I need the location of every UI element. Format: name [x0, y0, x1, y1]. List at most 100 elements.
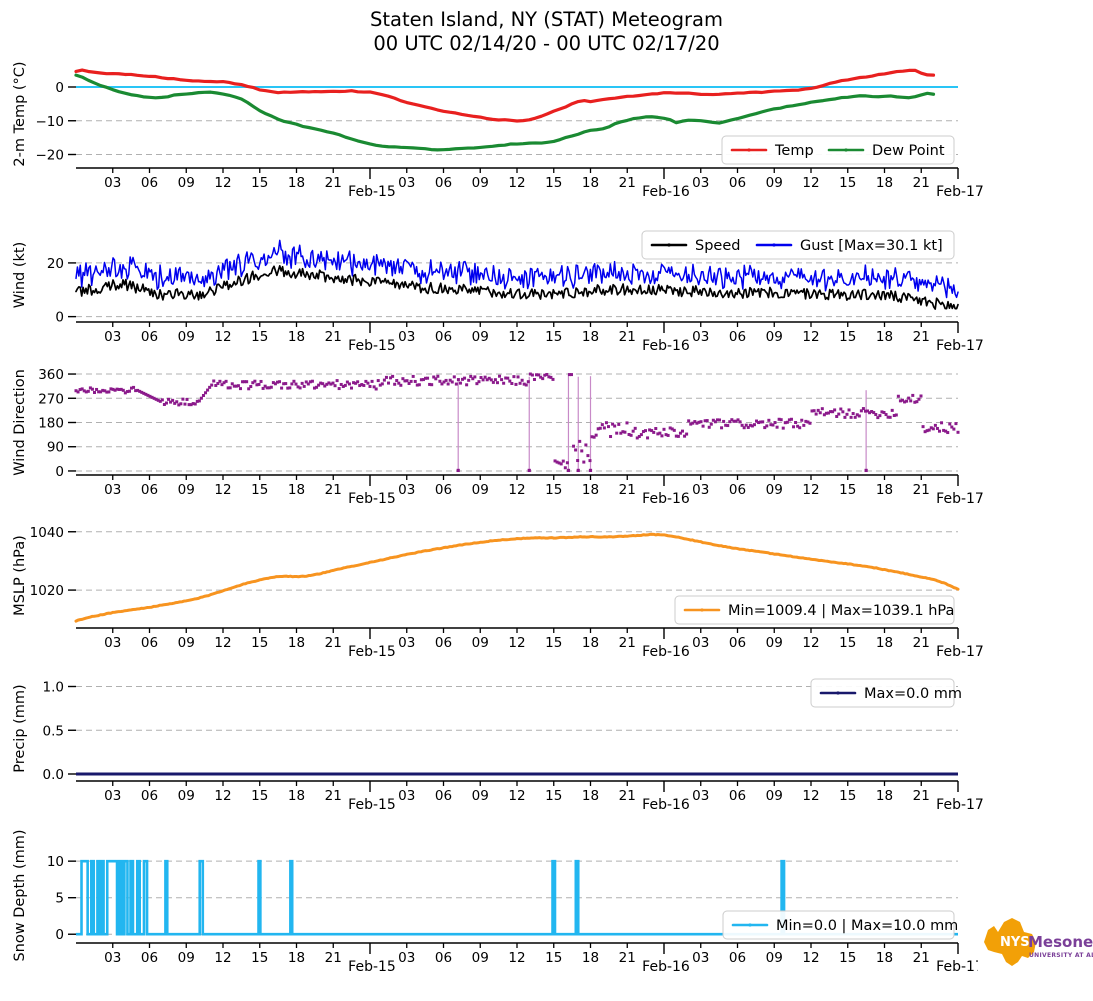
- wind-direction-point: [352, 381, 356, 385]
- wind-direction-point: [356, 380, 360, 384]
- wind-direction-point: [84, 390, 88, 394]
- wind-direction-point: [687, 419, 691, 423]
- wind-xtick-label: 09: [472, 329, 489, 345]
- wind-direction-point: [818, 411, 822, 415]
- snow-depth-series: [76, 859, 958, 936]
- temperature-ytick-label: −20: [36, 148, 65, 164]
- wind-direction-point: [530, 373, 534, 377]
- wind-direction-point: [826, 411, 830, 415]
- wind-direction-point: [810, 409, 814, 413]
- wind-direction-point: [578, 439, 582, 443]
- wind-direction-point: [816, 408, 820, 412]
- wind-direction-point: [709, 422, 713, 426]
- wind-direction-point: [944, 429, 948, 433]
- wind-direction-point: [391, 374, 395, 378]
- wind-direction-point: [127, 389, 131, 393]
- wind-direction-point: [728, 420, 732, 424]
- wind-direction-point: [650, 429, 654, 433]
- snow_depth-legend-box: [722, 910, 955, 940]
- wind-direction-point: [255, 383, 259, 387]
- wind-direction-point: [635, 436, 639, 440]
- wind-direction-point: [210, 383, 214, 387]
- wind-direction-point: [226, 386, 230, 390]
- wind-direction-point: [436, 374, 440, 378]
- wind-direction-point: [82, 389, 86, 393]
- precip-xtick-label: 15: [839, 788, 856, 804]
- wind_direction-xtick-label: 18: [876, 482, 893, 498]
- wind-xtick-label: 03: [398, 329, 415, 345]
- panel-snow-depth: 0 5 10 Snow Depth (mm) 03 06 09 12 15 18 21 03 06 09 1…: [12, 829, 984, 975]
- temperature-legend-label: Dew Point: [872, 143, 945, 159]
- wind-direction-point: [349, 386, 353, 390]
- precip-xtick-label: 06: [435, 788, 452, 804]
- wind-direction-point: [767, 418, 771, 422]
- temperature-xtick-label: 06: [435, 175, 452, 191]
- wind-direction-point: [898, 399, 902, 403]
- wind-direction-point: [263, 384, 267, 388]
- precip-xtick-label: 21: [325, 788, 342, 804]
- wind_direction-xtick-label: 03: [692, 482, 709, 498]
- wind-direction-point: [734, 419, 738, 423]
- wind-direction-point: [890, 408, 894, 412]
- wind-direction-point: [292, 379, 296, 383]
- wind-direction-point: [876, 416, 880, 420]
- mslp-day-label: Feb-16: [642, 644, 690, 660]
- mslp-day-label: Feb-15: [348, 644, 396, 660]
- wind-direction-point: [152, 396, 156, 400]
- wind-direction-point: [409, 379, 413, 383]
- wind-direction-point: [804, 419, 808, 423]
- wind-direction-point: [257, 382, 261, 386]
- wind-direction-point: [477, 380, 481, 384]
- wind-direction-point: [487, 376, 491, 380]
- wind-direction-point: [144, 392, 148, 396]
- wind-day-label: Feb-15: [348, 338, 396, 354]
- precip-xtick-label: 15: [545, 788, 562, 804]
- temperature-day-label: Feb-15: [348, 184, 396, 200]
- mslp-xtick-label: 18: [876, 635, 893, 651]
- wind-direction-point: [524, 383, 528, 387]
- wind-direction-point: [458, 381, 462, 385]
- wind-direction-point: [779, 418, 783, 422]
- precip-xtick-label: 18: [288, 788, 305, 804]
- wind-direction-point: [206, 388, 210, 392]
- wind-direction-point: [527, 468, 531, 473]
- wind-direction-point: [199, 396, 203, 400]
- wind-direction-point: [672, 428, 676, 432]
- temperature-xtick-label: 18: [582, 175, 599, 191]
- temperature-xtick-label: 18: [876, 175, 893, 191]
- wind-direction-point: [463, 376, 467, 380]
- wind-direction-point: [294, 382, 298, 386]
- wind-xtick-label: 15: [839, 329, 856, 345]
- mslp-xtick-label: 12: [508, 635, 525, 651]
- wind-direction-point: [456, 468, 460, 473]
- wind-xtick-label: 06: [729, 329, 746, 345]
- wind-direction-point: [923, 430, 927, 434]
- wind-direction-point: [234, 384, 238, 388]
- wind-direction-point: [366, 381, 370, 385]
- wind-direction-point: [933, 423, 937, 427]
- wind-direction-point: [500, 378, 504, 382]
- logo-nys-text: NYS: [1000, 935, 1030, 950]
- wind-direction-point: [600, 423, 604, 427]
- wind-xtick-label: 18: [876, 329, 893, 345]
- snow_depth-xtick-label: 18: [288, 950, 305, 966]
- wind-direction-point: [238, 387, 242, 391]
- snow_depth-xtick-label: 09: [472, 950, 489, 966]
- snow_depth-xtick-label: 03: [692, 950, 709, 966]
- wind-direction-point: [738, 420, 742, 424]
- wind-direction-point: [107, 390, 111, 394]
- wind-direction-point: [378, 383, 382, 387]
- wind-direction-point: [905, 399, 909, 403]
- temperature-ytick-label: −10: [36, 114, 65, 130]
- mslp-xtick-label: 06: [729, 635, 746, 651]
- temperature-xtick-label: 21: [913, 175, 930, 191]
- wind-direction-point: [843, 415, 847, 419]
- wind-direction-point: [421, 378, 425, 382]
- wind-direction-point: [417, 383, 421, 387]
- wind-direction-point: [798, 426, 802, 430]
- mslp-xtick-label: 21: [325, 635, 342, 651]
- wind-direction-point: [130, 386, 134, 390]
- wind-direction-point: [140, 390, 144, 394]
- wind-xtick-label: 03: [104, 329, 121, 345]
- snow_depth-xtick-label: 15: [545, 950, 562, 966]
